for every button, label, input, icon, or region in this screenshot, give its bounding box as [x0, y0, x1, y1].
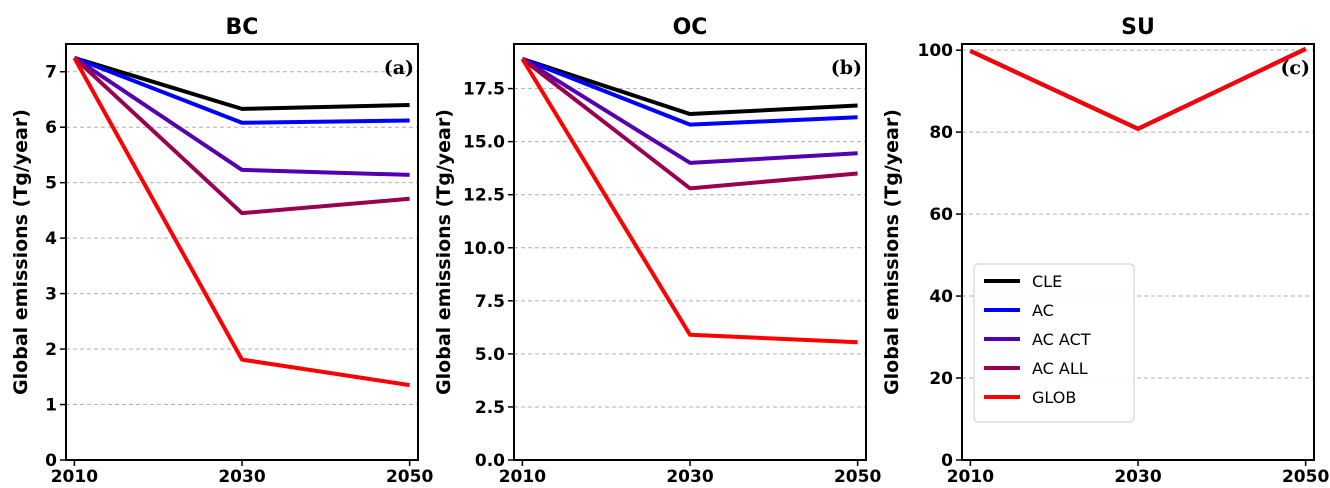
y-tick-label: 10.0: [463, 239, 505, 259]
y-tick-label: 5: [45, 174, 57, 194]
x-tick-label: 2010: [51, 467, 98, 487]
panel-bc: 0 1 2 3 4 5 6 7 2010 2030 2050 BC (a) Global emission…: [10, 15, 433, 487]
y-tick-label: 0: [941, 451, 953, 471]
x-tick-label: 2010: [947, 467, 994, 487]
x-tick-label: 2050: [1282, 467, 1329, 487]
panel-title: BC: [226, 15, 259, 40]
x-tick-label: 2030: [218, 467, 265, 487]
y-tick-label: 17.5: [463, 80, 505, 100]
series-line-ac-all: [73, 56, 410, 216]
legend-label: AC ALL: [1032, 359, 1088, 378]
panel-title: SU: [1121, 15, 1155, 40]
series-line-glob: [969, 47, 1307, 131]
y-tick-label: 0.0: [475, 451, 505, 471]
y-tick-label: 15.0: [463, 133, 505, 153]
legend-box: [973, 263, 1135, 423]
panel-title: OC: [673, 15, 708, 40]
y-tick-label: 7: [45, 63, 57, 83]
y-tick-label: 20: [929, 369, 953, 389]
series-line-glob: [520, 57, 858, 345]
y-tick-label: 1: [45, 396, 57, 416]
series-line-cle: [969, 47, 1307, 131]
y-tick-label: 2: [45, 340, 57, 360]
legend-label: GLOB: [1032, 388, 1076, 407]
panel-label: (a): [384, 57, 414, 79]
x-tick-label: 2030: [1114, 467, 1161, 487]
y-tick-label: 4: [45, 229, 57, 249]
series-line-ac-act: [521, 57, 858, 165]
x-tick-label: 2030: [666, 467, 713, 487]
series-line-ac-act: [969, 47, 1307, 131]
series-line-ac: [969, 47, 1307, 131]
y-axis-label: Global emissions (Tg/year): [433, 109, 455, 395]
series-line-ac-all: [521, 57, 858, 191]
y-tick-label: 6: [45, 118, 57, 138]
series-line-ac-all: [969, 47, 1307, 131]
y-tick-label: 12.5: [463, 186, 505, 206]
series-line-cle: [73, 55, 410, 111]
y-tick-label: 100: [918, 41, 954, 61]
y-tick-label: 5.0: [475, 345, 505, 365]
y-axis-label: Global emissions (Tg/year): [10, 109, 32, 395]
y-tick-label: 40: [929, 287, 953, 307]
series-line-ac-act: [73, 56, 410, 177]
legend-label: CLE: [1032, 272, 1062, 291]
panel-su: 0 20 40 60 80 100 2010 2030 2050 SU (c) Global emis…: [881, 15, 1329, 487]
x-tick-label: 2050: [386, 467, 433, 487]
series-line-cle: [521, 56, 858, 117]
y-tick-label: 2.5: [475, 398, 505, 418]
y-tick-label: 80: [929, 123, 953, 143]
y-tick-label: 0: [45, 451, 57, 471]
legend-label: AC ACT: [1032, 330, 1091, 349]
y-tick-label: 3: [45, 285, 57, 305]
series-line-ac: [73, 56, 410, 125]
legend: CLE AC AC ACT AC ALL GLOB: [973, 263, 1135, 423]
legend-label: AC: [1032, 301, 1054, 320]
series-line-ac: [521, 56, 858, 127]
y-tick-label: 60: [929, 205, 953, 225]
y-tick-label: 7.5: [475, 292, 505, 312]
panel-label: (b): [831, 57, 862, 79]
series-line-glob: [72, 56, 410, 388]
x-tick-label: 2010: [499, 467, 546, 487]
x-tick-label: 2050: [834, 467, 881, 487]
panel-oc: 0.0 2.5 5.0 7.5 10.0 12.5 15.0 17.5 2010 2030 2050…: [433, 15, 881, 487]
y-axis-label: Global emissions (Tg/year): [881, 109, 903, 395]
panel-label: (c): [1280, 57, 1310, 79]
